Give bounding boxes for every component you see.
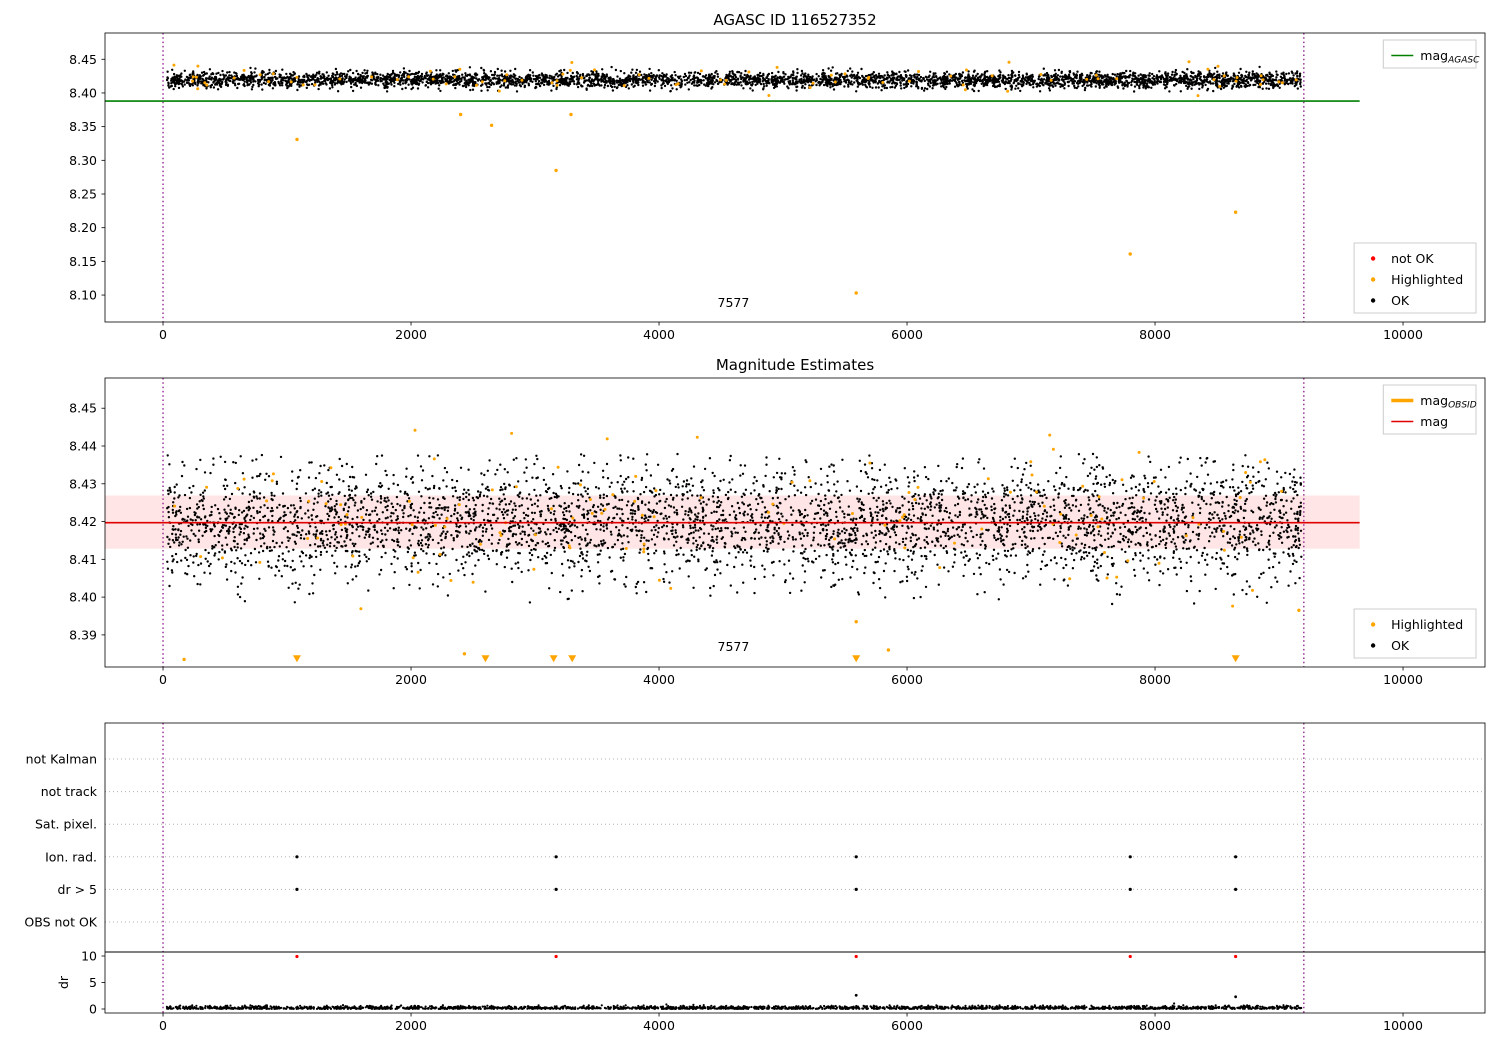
svg-text:6000: 6000 (891, 672, 923, 687)
svg-text:10000: 10000 (1383, 327, 1423, 342)
svg-text:4000: 4000 (643, 672, 675, 687)
svg-text:dr > 5: dr > 5 (58, 882, 97, 897)
svg-text:8.15: 8.15 (69, 254, 97, 269)
svg-text:8.43: 8.43 (69, 476, 97, 491)
svg-text:5: 5 (89, 975, 97, 990)
svg-text:8.25: 8.25 (69, 187, 97, 202)
count-annotation: 7577 (718, 295, 750, 310)
svg-text:8.40: 8.40 (69, 590, 97, 605)
svg-text:8.42: 8.42 (69, 514, 97, 529)
legend: not OK Highlighted OK (1353, 242, 1477, 314)
agasc-mag-chart: 7577 8.10 8.15 8.20 8.25 8.30 8.35 8.40 8.45 0 200… (69, 32, 1486, 342)
svg-text:0: 0 (159, 327, 167, 342)
svg-text:2000: 2000 (395, 327, 427, 342)
svg-text:6000: 6000 (891, 327, 923, 342)
svg-text:8.39: 8.39 (69, 627, 97, 642)
svg-text:8.35: 8.35 (69, 119, 97, 134)
svg-text:mag: mag (1420, 414, 1448, 429)
legend: Highlighted OK (1353, 608, 1477, 659)
count-annotation: 7577 (718, 639, 750, 654)
svg-text:Highlighted: Highlighted (1391, 272, 1463, 287)
svg-text:10: 10 (81, 949, 97, 964)
svg-text:8.10: 8.10 (69, 288, 97, 303)
svg-text:8.45: 8.45 (69, 401, 97, 416)
legend: magAGASC (1382, 39, 1480, 69)
svg-text:Sat. pixel.: Sat. pixel. (35, 817, 97, 832)
svg-text:0: 0 (159, 672, 167, 687)
svg-text:0: 0 (89, 1002, 97, 1017)
legend: magOBSID mag (1382, 384, 1477, 435)
svg-text:8.44: 8.44 (69, 439, 97, 454)
svg-text:8.45: 8.45 (69, 52, 97, 67)
svg-text:6000: 6000 (891, 1018, 923, 1033)
svg-text:OK: OK (1391, 293, 1410, 308)
svg-text:2000: 2000 (395, 1018, 427, 1033)
svg-text:OBS not OK: OBS not OK (24, 915, 97, 930)
svg-text:Highlighted: Highlighted (1391, 617, 1463, 632)
svg-text:OK: OK (1391, 638, 1410, 653)
dr-axis-label: dr (56, 975, 71, 989)
svg-text:4000: 4000 (643, 327, 675, 342)
svg-text:magOBSID: magOBSID (1420, 393, 1476, 411)
svg-text:8000: 8000 (1139, 672, 1171, 687)
svg-text:0: 0 (159, 1018, 167, 1033)
svg-text:4000: 4000 (643, 1018, 675, 1033)
svg-text:2000: 2000 (395, 672, 427, 687)
svg-text:8000: 8000 (1139, 327, 1171, 342)
svg-text:not OK: not OK (1391, 251, 1434, 266)
chart2-title: Magnitude Estimates (715, 356, 875, 374)
svg-text:8000: 8000 (1139, 1018, 1171, 1033)
magnitude-estimates-chart: 7577 8.39 8.40 8.41 8.42 8.43 8.44 8.45 0 2000 400… (69, 377, 1486, 687)
svg-text:8.20: 8.20 (69, 220, 97, 235)
svg-text:10000: 10000 (1383, 1018, 1423, 1033)
chart1-title: AGASC ID 116527352 (713, 11, 877, 29)
svg-text:8.41: 8.41 (69, 552, 97, 567)
svg-text:not Kalman: not Kalman (26, 752, 97, 767)
flags-chart: not Kalman not track Sat. pixel. Ion. rad. d… (24, 722, 1486, 1033)
svg-text:Ion. rad.: Ion. rad. (45, 849, 97, 864)
svg-text:8.40: 8.40 (69, 85, 97, 100)
svg-text:10000: 10000 (1383, 672, 1423, 687)
svg-text:magAGASC: magAGASC (1420, 48, 1480, 66)
svg-text:8.30: 8.30 (69, 153, 97, 168)
svg-text:not track: not track (41, 784, 98, 799)
